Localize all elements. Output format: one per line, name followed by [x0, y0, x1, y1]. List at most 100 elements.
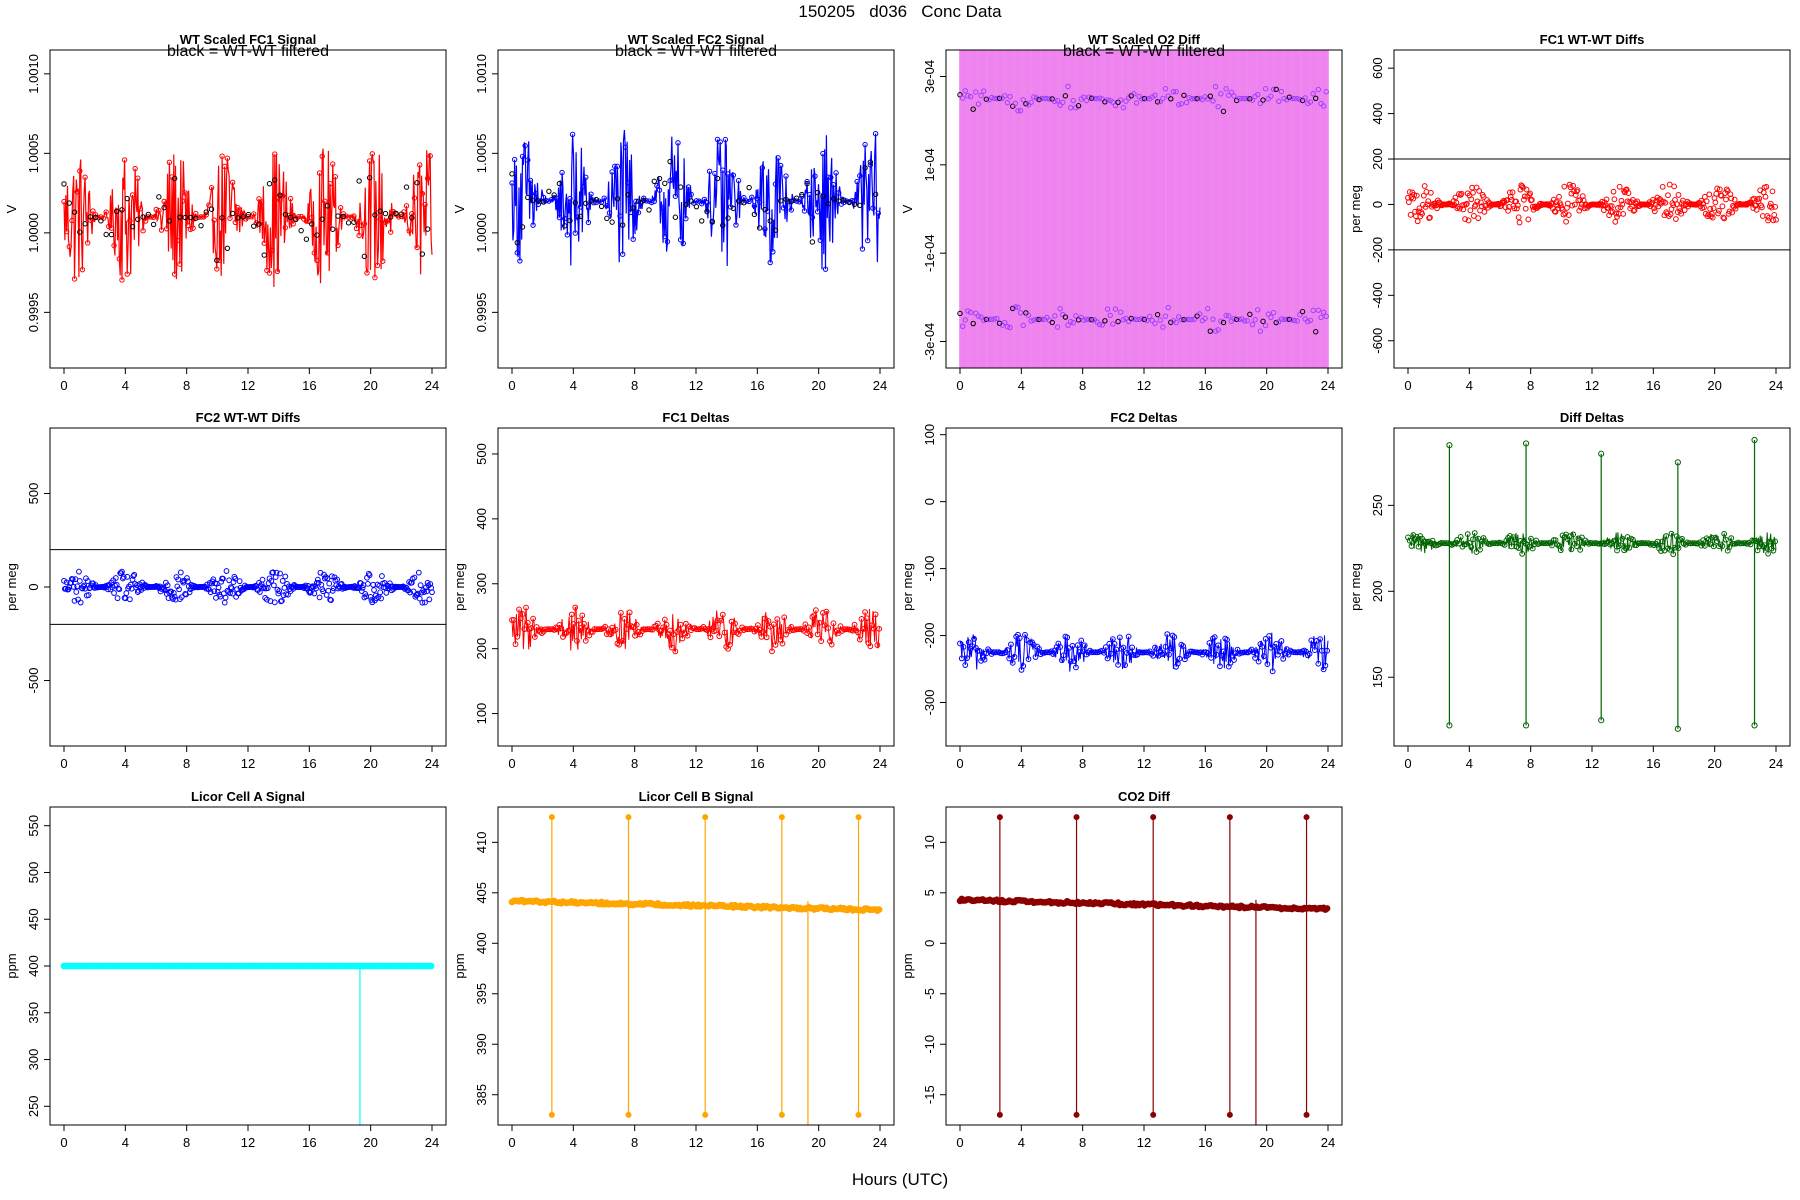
data-point: [228, 585, 235, 592]
data-point: [174, 583, 181, 590]
x-tick-label: 16: [750, 1135, 764, 1150]
data-point: [974, 647, 981, 654]
data-point: [1612, 218, 1619, 225]
data-point: [426, 596, 433, 603]
data-point: [1054, 324, 1061, 330]
data-point: [345, 214, 352, 220]
data-point: [523, 604, 529, 611]
data-point: [324, 250, 331, 256]
chart-p5: FC2 WT-WT Diffs 0 4 8 12 16 20 24 -500 0 500 per me…: [4, 410, 447, 771]
filtered-point: [741, 200, 747, 206]
data-point: [1213, 651, 1220, 658]
data-point: [1252, 317, 1258, 323]
data-point: [693, 198, 700, 204]
data-point: [1410, 195, 1417, 202]
data-point: [512, 641, 519, 648]
data-point: [1315, 660, 1322, 667]
data-point: [811, 612, 818, 619]
data-point: [1549, 542, 1555, 549]
data-point: [604, 202, 610, 209]
data-point: [976, 647, 983, 654]
data-point: [865, 640, 872, 647]
data-point: [198, 214, 204, 220]
filtered-point: [166, 218, 173, 224]
data-point: [1039, 649, 1046, 656]
y-tick-label: 1.0005: [474, 133, 489, 173]
data-point: [1008, 641, 1014, 648]
data-point: [1273, 319, 1279, 326]
x-tick-label: 24: [425, 1135, 439, 1150]
data-point: [1257, 100, 1264, 107]
data-point: [994, 95, 1000, 102]
filtered-point: [540, 199, 547, 205]
data-point: [1133, 100, 1140, 106]
chart-subtitle: black = WT-WT filtered: [167, 43, 329, 60]
data-point: [84, 578, 91, 584]
data-point: [1424, 201, 1431, 208]
filtered-point: [598, 203, 605, 210]
data-point: [119, 277, 125, 283]
chart-title: Licor Cell B Signal: [639, 789, 754, 804]
data-point: [600, 625, 607, 632]
y-tick-label: 200: [474, 638, 489, 660]
data-point: [969, 643, 976, 650]
data-point: [245, 213, 252, 220]
x-tick-label: 24: [425, 756, 439, 771]
data-point: [131, 571, 138, 578]
data-point: [1025, 656, 1032, 663]
data-point: [1563, 218, 1569, 225]
data-point: [1175, 101, 1182, 108]
filtered-point: [509, 171, 515, 177]
x-tick-label: 4: [570, 1135, 577, 1150]
data-point: [776, 628, 782, 634]
data-point: [1270, 86, 1277, 93]
data-point: [1002, 319, 1008, 326]
data-point: [77, 168, 83, 174]
y-tick-label: -3e-04: [922, 323, 937, 361]
data-point: [802, 621, 809, 628]
data-point: [991, 95, 997, 102]
data-point: [1474, 198, 1481, 205]
data-point: [682, 620, 689, 627]
data-point: [841, 199, 847, 206]
data-point: [206, 202, 212, 208]
data-point: [992, 649, 999, 656]
data-point: [1016, 635, 1023, 642]
data-point: [278, 597, 285, 604]
data-point: [712, 627, 719, 634]
filtered-point: [767, 218, 773, 224]
data-point: [408, 579, 415, 586]
filtered-point: [135, 216, 141, 223]
data-point: [822, 266, 829, 272]
data-point: [1528, 535, 1534, 542]
data-point: [1246, 648, 1253, 655]
data-point: [1101, 649, 1107, 656]
data-point: [1480, 193, 1487, 200]
x-tick-label: 8: [631, 378, 638, 393]
data-point: [1429, 537, 1436, 544]
data-point: [754, 195, 760, 202]
data-point: [1512, 536, 1519, 543]
data-point: [108, 225, 115, 231]
data-point: [1419, 535, 1425, 542]
data-point: [356, 232, 362, 239]
data-point: [762, 226, 768, 232]
data-point: [1622, 545, 1629, 552]
y-axis-label: ppm: [4, 953, 19, 978]
data-point: [698, 625, 705, 632]
plot-area-p8: [1405, 436, 1779, 732]
data-point: [379, 573, 385, 579]
data-point: [765, 618, 772, 624]
data-point: [214, 266, 220, 272]
data-point: [799, 193, 805, 199]
data-point: [1224, 636, 1230, 643]
filtered-point: [783, 196, 789, 203]
filtered-point: [324, 203, 331, 209]
data-point: [770, 621, 777, 628]
data-point: [1406, 189, 1413, 195]
data-point: [1305, 100, 1311, 107]
data-point: [718, 617, 724, 624]
data-point: [1123, 650, 1130, 656]
data-point: [1083, 97, 1090, 104]
data-point: [695, 626, 702, 633]
